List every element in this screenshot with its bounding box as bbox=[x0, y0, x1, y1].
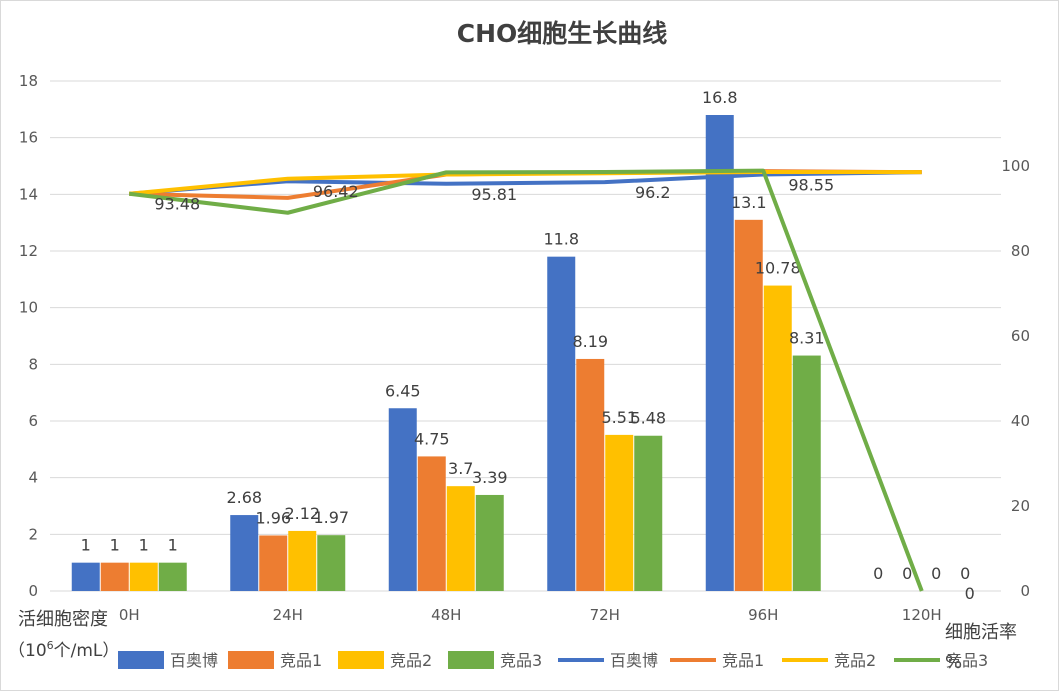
bar-data-label: 1 bbox=[81, 536, 91, 555]
bar bbox=[388, 408, 417, 591]
line-series bbox=[129, 170, 922, 196]
legend-bar-swatch bbox=[228, 651, 274, 669]
legend-line-label: 竞品2 bbox=[834, 651, 876, 670]
bar bbox=[446, 486, 475, 591]
legend-bar-swatch bbox=[118, 651, 164, 669]
y-left-axis-unit: （106个/mL） bbox=[8, 639, 119, 661]
bar bbox=[317, 535, 346, 591]
y-right-axis-unit: % bbox=[945, 652, 962, 673]
y-left-tick-label: 12 bbox=[19, 242, 38, 260]
bar bbox=[475, 494, 504, 591]
legend-bar-label: 竞品2 bbox=[390, 651, 432, 670]
line-data-label: 96.42 bbox=[313, 182, 359, 201]
legend-bar-swatch bbox=[338, 651, 384, 669]
bar-data-label: 6.45 bbox=[385, 381, 421, 400]
bar-data-label: 16.8 bbox=[702, 88, 738, 107]
unit-suffix: 个/mL） bbox=[54, 641, 120, 661]
bar-data-label: 11.8 bbox=[543, 230, 579, 249]
bar-data-label: 3.7 bbox=[448, 459, 473, 478]
bar-data-label: 5.51 bbox=[601, 408, 637, 427]
line-data-label: 96.2 bbox=[635, 183, 671, 202]
bar bbox=[71, 562, 100, 591]
chart-title: CHO细胞生长曲线 bbox=[457, 19, 668, 48]
bar-data-label: 4.75 bbox=[414, 429, 450, 448]
line-series bbox=[129, 168, 924, 592]
y-right-tick-label: 100 bbox=[1001, 157, 1030, 175]
line-data-label: 0 bbox=[965, 584, 975, 603]
y-right-tick-label: 40 bbox=[1011, 412, 1030, 430]
legend-line-label: 百奥博 bbox=[610, 651, 658, 670]
y-left-tick-label: 8 bbox=[28, 355, 38, 373]
bar bbox=[576, 358, 605, 591]
bar-data-label: 1 bbox=[110, 536, 120, 555]
bar-data-label: 1.97 bbox=[313, 508, 349, 527]
y-left-tick-label: 6 bbox=[28, 412, 38, 430]
bar-data-label: 0 bbox=[960, 564, 970, 583]
bar-data-label: 8.31 bbox=[789, 329, 825, 348]
bar bbox=[230, 515, 259, 591]
y-left-tick-label: 0 bbox=[28, 582, 38, 600]
y-left-tick-label: 10 bbox=[19, 299, 38, 317]
bar-data-label: 1 bbox=[139, 536, 149, 555]
bar bbox=[129, 562, 158, 591]
bar bbox=[417, 456, 446, 591]
bar-data-label: 2.12 bbox=[284, 504, 320, 523]
legend-line-label: 竞品3 bbox=[946, 651, 988, 670]
bar bbox=[547, 256, 576, 591]
x-tick-label: 96H bbox=[748, 606, 778, 624]
y-right-tick-label: 80 bbox=[1011, 242, 1030, 260]
legend-bar-label: 竞品1 bbox=[280, 651, 322, 670]
y-left-tick-label: 4 bbox=[28, 469, 38, 487]
line-data-label: 98.55 bbox=[788, 176, 834, 195]
unit-prefix: （10 bbox=[8, 641, 47, 661]
bar bbox=[763, 285, 792, 591]
bar-data-label: 13.1 bbox=[731, 193, 767, 212]
y-right-axis-title: 细胞活率 bbox=[945, 622, 1017, 643]
bar bbox=[634, 435, 663, 591]
line-data-label: 93.48 bbox=[154, 195, 200, 214]
x-tick-label: 72H bbox=[590, 606, 620, 624]
bar-data-label: 3.39 bbox=[472, 468, 508, 487]
bar bbox=[158, 562, 187, 591]
bar bbox=[259, 535, 288, 591]
y-left-tick-label: 16 bbox=[19, 129, 38, 147]
y-right-tick-label: 20 bbox=[1011, 497, 1030, 515]
legend-bar-label: 竞品3 bbox=[500, 651, 542, 670]
bar-data-label: 0 bbox=[931, 564, 941, 583]
y-right-tick-label: 60 bbox=[1011, 327, 1030, 345]
legend-line-label: 竞品1 bbox=[722, 651, 764, 670]
legend-bar-swatch bbox=[448, 651, 494, 669]
bar-data-label: 2.68 bbox=[226, 488, 262, 507]
y-left-tick-label: 2 bbox=[28, 525, 38, 543]
bar-data-label: 0 bbox=[873, 564, 883, 583]
bar-data-label: 8.19 bbox=[572, 332, 608, 351]
y-left-tick-label: 18 bbox=[19, 72, 38, 90]
x-tick-label: 120H bbox=[902, 606, 942, 624]
bar bbox=[734, 219, 763, 592]
bar-data-label: 0 bbox=[902, 564, 912, 583]
line-data-label: 95.81 bbox=[471, 185, 517, 204]
bar bbox=[288, 530, 317, 591]
bar-data-label: 10.78 bbox=[755, 259, 801, 278]
bar-data-label: 1 bbox=[168, 536, 178, 555]
bar-data-label: 1.96 bbox=[255, 508, 291, 527]
y-right-tick-label: 0 bbox=[1020, 582, 1030, 600]
y-left-tick-label: 14 bbox=[19, 185, 38, 203]
bar bbox=[792, 355, 821, 591]
bar bbox=[705, 115, 734, 591]
y-left-axis-title: 活细胞密度 bbox=[18, 609, 108, 630]
x-tick-label: 48H bbox=[431, 606, 461, 624]
bar bbox=[605, 434, 634, 591]
legend-bar-label: 百奥博 bbox=[170, 651, 218, 670]
x-tick-label: 24H bbox=[273, 606, 303, 624]
bar bbox=[100, 562, 129, 591]
bar-data-label: 5.48 bbox=[630, 409, 666, 428]
x-tick-label: 0H bbox=[119, 606, 140, 624]
unit-exponent: 6 bbox=[47, 639, 54, 652]
